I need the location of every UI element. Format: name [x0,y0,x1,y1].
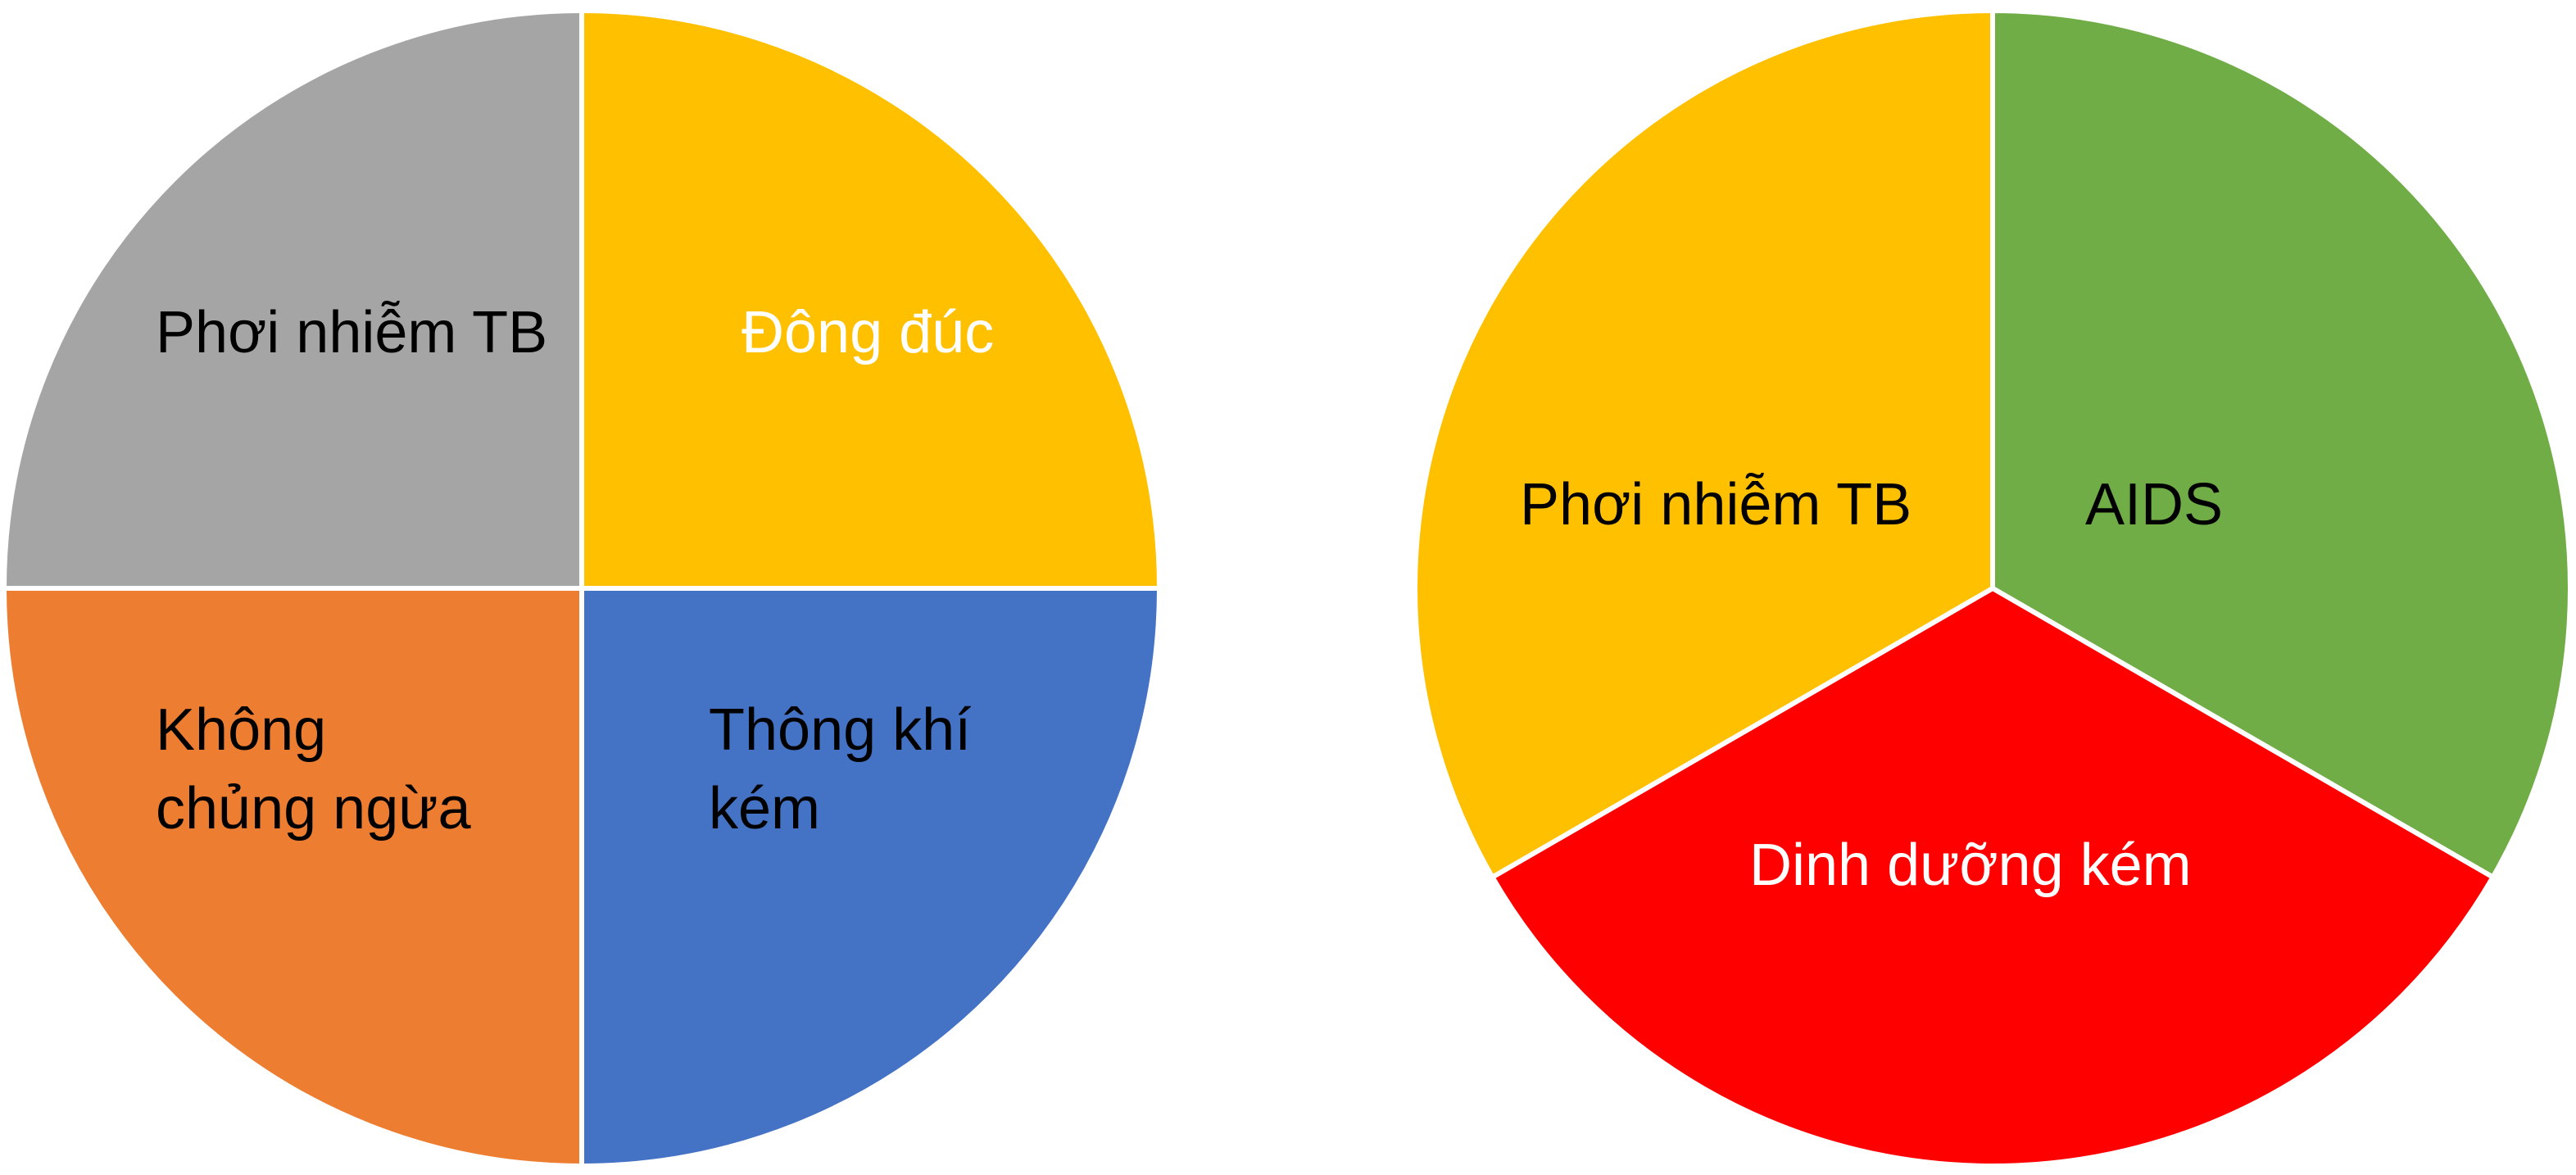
pie-slice [2,586,584,1168]
pie-slice [579,586,1162,1168]
pie-slice-label-line: AIDS [2085,472,2223,538]
pie-slice-label-line: Không [156,697,326,763]
pie-slice-label: AIDS [2085,472,2223,538]
pie-slice [1413,8,1995,880]
pie-slice-label-line: Dinh dưỡng kém [1749,832,2192,898]
risk-factors-pie-chart: Phơi nhiễm TB Đông đúc Thông khí kém Không ch… [2,8,1162,1168]
pie-slice-label: Phơi nhiễm TB [1520,472,1912,538]
pie-slice-label-line: Đông đúc [742,300,994,365]
risk-factors-pie-chart-2: AIDS Dinh dưỡng kém Phơi nhiễm TB [1413,8,2573,1168]
pie-slice-label: Phơi nhiễm TB [156,300,547,365]
pie-slice-label: Dinh dưỡng kém [1749,832,2192,898]
pie-slice-label: Không chủng ngừa [156,697,471,842]
pie-slice-label: Đông đúc [742,300,994,365]
pie-slice-label-line: chủng ngừa [156,776,471,842]
pie-slice [579,8,1162,591]
pie-slice-label-line: kém [709,776,820,842]
pie-slice [1490,586,2496,1168]
pie-slice [1990,8,2573,880]
pie-slice-label: Thông khí kém [709,697,971,842]
pie-slice-label-line: Phơi nhiễm TB [1520,472,1912,538]
pie-slice-label-line: Phơi nhiễm TB [156,300,547,365]
pie-slice [2,8,584,591]
pie-slice-label-line: Thông khí [709,697,971,763]
